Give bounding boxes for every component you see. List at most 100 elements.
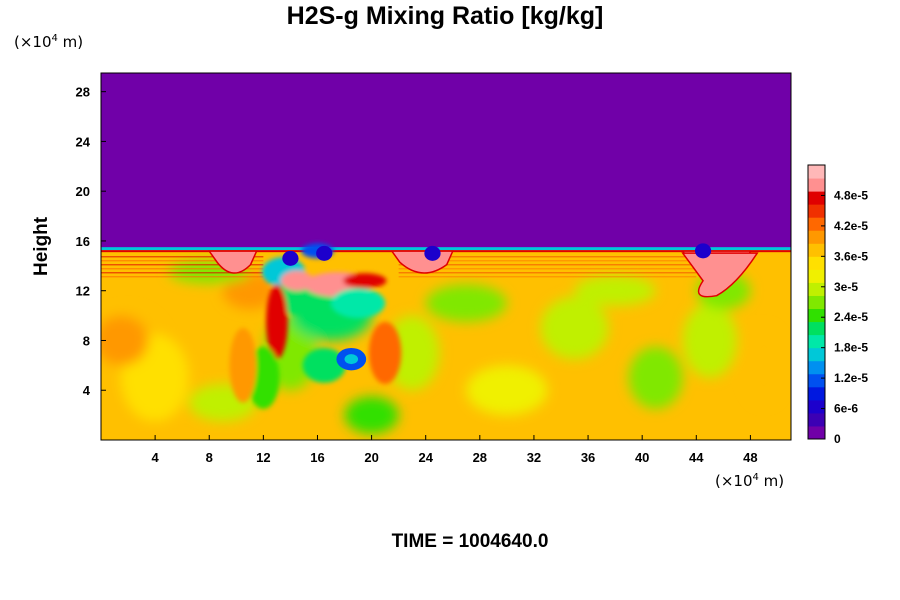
colorbar-segment <box>808 360 825 375</box>
y-unit-label: (×104 m) <box>14 33 83 51</box>
colorbar-tick-label: 3.6e-5 <box>834 249 868 263</box>
boundary-finger <box>424 245 441 261</box>
colorbar-segment <box>808 347 825 362</box>
turbulent-plume <box>229 243 402 409</box>
plume-patch <box>229 328 257 403</box>
boundary-finger <box>282 250 299 266</box>
x-unit-suffix: m) <box>758 472 785 490</box>
ripple-line <box>101 264 264 266</box>
high-value-cap <box>207 250 258 274</box>
colorbar-segment <box>808 425 825 440</box>
plume-patch <box>368 321 402 385</box>
colorbar-segment <box>808 308 825 323</box>
x-tick-label: 24 <box>418 450 433 465</box>
texture-patch <box>574 275 656 306</box>
y-tick-label: 20 <box>76 184 90 199</box>
ripple-line <box>101 276 264 278</box>
x-tick-label: 48 <box>743 450 757 465</box>
colorbar-tick-label: 1.2e-5 <box>834 371 868 385</box>
y-axis-ticks: 4 8 12 16 20 24 28 <box>76 85 106 398</box>
colorbar-segment <box>808 204 825 218</box>
colorbar-tick-label: 1.8e-5 <box>834 341 868 355</box>
colorbar-segment <box>808 178 825 192</box>
x-unit-exp: 4 <box>752 472 759 483</box>
y-tick-label: 28 <box>76 85 90 100</box>
x-tick-label: 40 <box>635 450 649 465</box>
plume-patch <box>331 288 386 319</box>
colorbar-segment <box>808 412 825 427</box>
y-unit-suffix: m) <box>57 33 84 51</box>
ripple-line <box>101 272 264 274</box>
chart-title: H2S-g Mixing Ratio [kg/kg] <box>286 2 604 30</box>
upper-field <box>101 73 791 249</box>
plume-patch <box>343 273 387 289</box>
texture-patch <box>466 365 548 416</box>
field-texture <box>101 260 785 434</box>
x-unit-prefix: (×10 <box>715 472 753 490</box>
colorbar-segment <box>808 321 825 336</box>
colorbar-segment <box>808 295 825 310</box>
y-tick-label: 24 <box>76 134 91 149</box>
x-tick-label: 8 <box>206 450 213 465</box>
plot-frame <box>100 72 792 441</box>
x-tick-label: 20 <box>364 450 378 465</box>
y-unit-exp: 4 <box>51 33 58 44</box>
colorbar-segment <box>808 269 825 283</box>
ripple-line <box>101 268 264 270</box>
colorbar-segment <box>808 165 825 179</box>
colorbar-segment <box>808 282 825 296</box>
ripple-line <box>101 260 264 262</box>
colorbar-segment <box>808 399 825 414</box>
colorbar-tick-label: 6e-6 <box>834 402 858 416</box>
x-unit-label: (×104 m) <box>715 472 784 490</box>
x-tick-label: 32 <box>527 450 541 465</box>
colorbar-segment <box>808 334 825 349</box>
texture-patch <box>743 328 785 403</box>
texture-patch <box>344 396 399 434</box>
y-tick-label: 4 <box>83 383 91 398</box>
x-tick-label: 4 <box>152 450 160 465</box>
colorbar-segment <box>808 256 825 270</box>
ripple-line <box>398 260 697 262</box>
ripple-line <box>398 268 697 270</box>
colorbar-tick-label: 0 <box>834 432 841 446</box>
y-tick-label: 16 <box>76 234 90 249</box>
colorbar-segment <box>808 230 825 244</box>
y-tick-label: 8 <box>83 333 90 348</box>
time-label: TIME = 1004640.0 <box>391 531 549 552</box>
colorbar-segment <box>808 191 825 205</box>
texture-patch <box>425 284 507 322</box>
colorbar-frame <box>807 164 826 440</box>
plume-patch <box>266 284 288 360</box>
colorbar-segment <box>808 373 825 388</box>
texture-patch <box>385 315 440 391</box>
x-tick-label: 12 <box>256 450 270 465</box>
texture-patch <box>101 315 149 366</box>
x-axis-ticks: 4 8 12 16 20 24 28 32 36 40 44 48 <box>152 435 758 465</box>
colorbar-segment <box>808 243 825 257</box>
ripple-line <box>398 272 697 274</box>
texture-patch <box>540 296 609 360</box>
plume-patch <box>302 347 346 383</box>
colorbar-tick-label: 3e-5 <box>834 280 858 294</box>
boundary-finger <box>694 243 712 259</box>
y-tick-label: 12 <box>76 284 90 299</box>
ripple-line <box>398 264 697 266</box>
x-tick-label: 28 <box>473 450 487 465</box>
boundary-band-cyan <box>101 247 791 251</box>
colorbar-tick-label: 2.4e-5 <box>834 310 868 324</box>
texture-patch <box>628 346 683 409</box>
boundary-finger <box>316 245 333 261</box>
colorbar-segment <box>808 386 825 401</box>
colorbar-tick-label: 4.2e-5 <box>834 219 868 233</box>
x-tick-label: 36 <box>581 450 595 465</box>
core-spot-inner <box>344 354 359 365</box>
x-tick-label: 44 <box>689 450 704 465</box>
colorbar-tick-label: 4.8e-5 <box>834 188 868 202</box>
ripple-line <box>398 256 697 258</box>
colorbar: 0 6e-6 1.2e-5 1.8e-5 2.4e-5 3e-5 3.6e-5 4.2e-5 4… <box>807 164 868 446</box>
texture-patch <box>682 303 737 378</box>
high-value-cap <box>681 252 759 298</box>
ripple-line <box>101 256 264 258</box>
